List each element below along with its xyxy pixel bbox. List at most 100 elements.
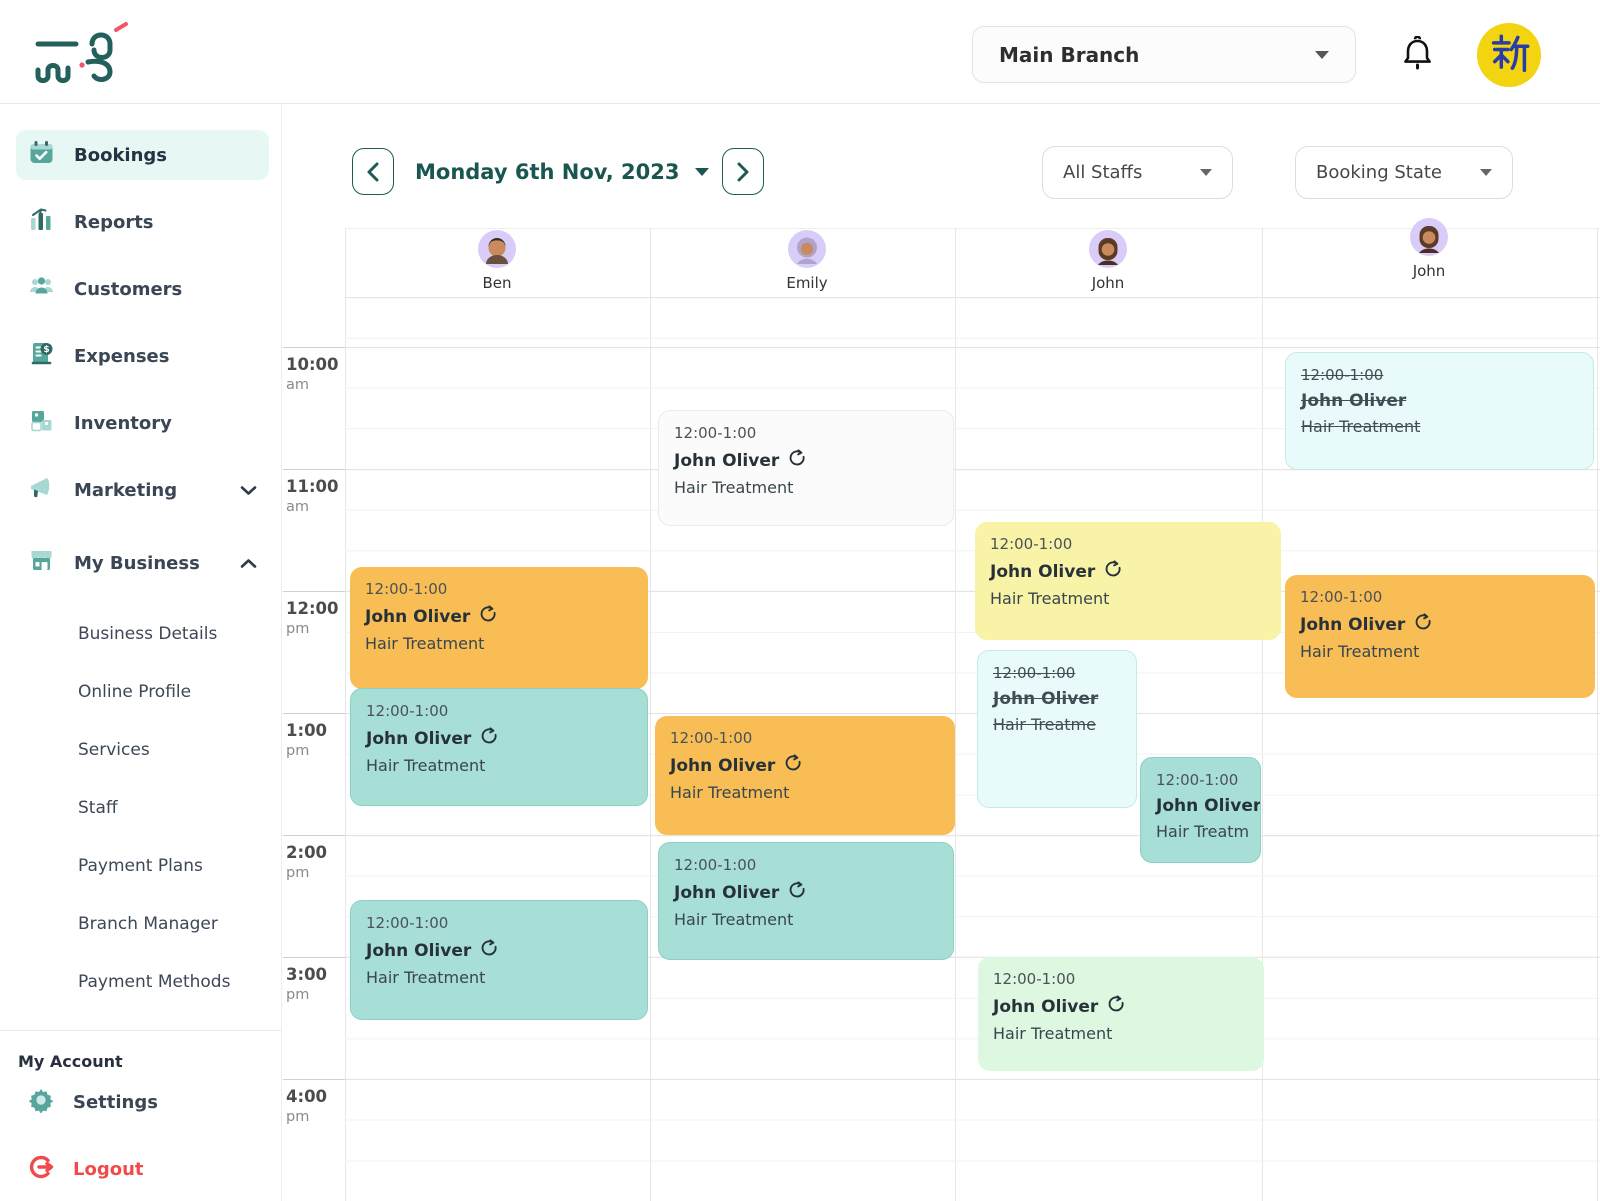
- hour-tick: [283, 1079, 345, 1080]
- sidebar-item-label: Customers: [74, 278, 183, 300]
- staff-avatar-icon: [788, 230, 826, 272]
- calendar-grid: 12:00-1:00 John Oliver Hair Treatment 12:00…: [345, 297, 1600, 1201]
- next-day-button[interactable]: [722, 148, 764, 195]
- booking-event[interactable]: 12:00-1:00 John Oliver Hair Treatment: [655, 716, 955, 835]
- event-time: 12:00-1:00: [1156, 771, 1239, 789]
- sidebar-subitem-staff[interactable]: Staff: [78, 798, 118, 818]
- booking-event[interactable]: 12:00-1:00 John Oliver Hair Treatment: [350, 567, 648, 689]
- date-picker[interactable]: Monday 6th Nov, 2023: [415, 148, 710, 195]
- booking-event[interactable]: 12:00-1:00 John Oliver Hair Treatment: [975, 522, 1281, 640]
- logout-label: Logout: [73, 1158, 144, 1180]
- booking-event[interactable]: 12:00-1:00 John Oliver Hair Treatment: [350, 688, 648, 806]
- boxes-icon: [28, 407, 55, 439]
- sidebar-item-inventory[interactable]: Inventory: [16, 398, 269, 448]
- user-avatar[interactable]: [1477, 23, 1541, 87]
- time-period-label: pm: [286, 865, 310, 881]
- event-customer-name: John Oliver: [366, 939, 632, 962]
- event-service: Hair Treatment: [674, 910, 794, 929]
- event-customer-name: John Oliver: [993, 689, 1121, 709]
- event-customer-name-text: John Oliver: [670, 755, 776, 776]
- gear-icon: [28, 1087, 54, 1118]
- event-customer-name: John Oliver: [674, 881, 938, 904]
- sidebar-item-customers[interactable]: Customers: [16, 264, 269, 314]
- recurring-icon: [784, 754, 802, 777]
- time-label: 2:00: [286, 843, 328, 862]
- recurring-icon: [788, 881, 806, 904]
- event-time: 12:00-1:00: [1300, 588, 1383, 606]
- event-customer-name: John Oliver: [1301, 391, 1578, 411]
- hour-tick: [283, 591, 345, 592]
- sidebar-item-marketing[interactable]: Marketing: [16, 465, 269, 515]
- receipt-icon: $: [28, 340, 55, 372]
- booking-state-value: Booking State: [1316, 162, 1442, 183]
- event-time: 12:00-1:00: [990, 535, 1073, 553]
- chevron-down-icon: [695, 167, 710, 176]
- sidebar-item-label: My Business: [74, 552, 200, 574]
- booking-event-cancelled[interactable]: 12:00-1:00 John Oliver Hair Treatment: [1285, 352, 1594, 470]
- chevron-down-icon: [1315, 50, 1329, 59]
- calendar-main: Monday 6th Nov, 2023 All Staffs Booking …: [282, 103, 1600, 1201]
- booking-event[interactable]: 12:00-1:00 John Oliver Hair Treatment: [1285, 575, 1595, 698]
- time-label: 3:00: [286, 965, 328, 984]
- chevron-down-icon: [1480, 169, 1492, 176]
- time-period-label: am: [286, 377, 310, 393]
- branch-selector[interactable]: Main Branch: [972, 26, 1356, 83]
- booking-event-cancelled[interactable]: 12:00-1:00 John Oliver Hair Treatme: [977, 650, 1137, 808]
- hour-tick: [283, 835, 345, 836]
- sidebar-item-logout[interactable]: Logout: [16, 1144, 269, 1194]
- time-gutter: 10:00 am 11:00 am 12:00 pm 1:00 pm 2:00 pm 3:00 pm 4…: [282, 297, 345, 1201]
- time-period-label: pm: [286, 987, 310, 1003]
- my-account-label: My Account: [18, 1052, 123, 1071]
- sidebar-item-reports[interactable]: Reports: [16, 197, 269, 247]
- sidebar-item-label: Expenses: [74, 345, 170, 367]
- sidebar-subitem-online-profile[interactable]: Online Profile: [78, 682, 192, 702]
- store-icon: [28, 547, 55, 579]
- recurring-icon: [788, 449, 806, 472]
- event-customer-name-text: John Oliver: [990, 561, 1096, 582]
- event-customer-name: John Oliver: [993, 995, 1249, 1018]
- event-service: Hair Treatment: [366, 968, 486, 987]
- sidebar-item-expenses[interactable]: $ Expenses: [16, 331, 269, 381]
- sidebar-nav: Bookings Reports Customers $ Expenses Invento…: [0, 103, 281, 588]
- sidebar-divider: [0, 1030, 281, 1031]
- event-service: Hair Treatment: [674, 478, 794, 497]
- svg-text:$: $: [43, 345, 49, 355]
- booking-event[interactable]: 12:00-1:00 John Oliver Hair Treatm: [1140, 757, 1261, 863]
- sidebar-subitem-payment-methods[interactable]: Payment Methods: [78, 972, 231, 992]
- event-customer-name: John Oliver: [990, 560, 1266, 583]
- staff-filter-dropdown[interactable]: All Staffs: [1042, 146, 1233, 199]
- event-service: Hair Treatment: [990, 589, 1110, 608]
- sidebar-subitem-branch-manager[interactable]: Branch Manager: [78, 914, 218, 934]
- staff-filter-value: All Staffs: [1063, 162, 1143, 183]
- sidebar-item-label: Bookings: [74, 144, 168, 166]
- previous-day-button[interactable]: [352, 148, 394, 195]
- event-customer-name-text: John Oliver: [366, 728, 472, 749]
- branch-selector-value: Main Branch: [999, 42, 1140, 67]
- sidebar-item-label: Marketing: [74, 479, 178, 501]
- hour-tick: [283, 713, 345, 714]
- event-customer-name: John Oliver: [365, 605, 633, 628]
- event-customer-name: John Oliver: [674, 449, 938, 472]
- booking-event[interactable]: 12:00-1:00 John Oliver Hair Treatment: [350, 900, 648, 1020]
- sidebar-subitem-business-details[interactable]: Business Details: [78, 624, 218, 644]
- sidebar-item-my-business[interactable]: My Business: [16, 538, 269, 588]
- sidebar-subitem-payment-plans[interactable]: Payment Plans: [78, 856, 203, 876]
- time-label: 11:00: [286, 477, 339, 496]
- settings-label: Settings: [73, 1091, 158, 1113]
- sidebar-item-bookings[interactable]: Bookings: [16, 130, 269, 180]
- sidebar-subitem-services[interactable]: Services: [78, 740, 150, 760]
- booking-event[interactable]: 12:00-1:00 John Oliver Hair Treatment: [658, 842, 954, 960]
- event-service: Hair Treatment: [993, 1024, 1113, 1043]
- event-customer-name-text: John Oliver: [674, 450, 780, 471]
- chevron-down-icon: [1200, 169, 1212, 176]
- staff-column-header-john-3: John: [1369, 218, 1489, 280]
- event-service: Hair Treatment: [670, 783, 790, 802]
- booking-state-dropdown[interactable]: Booking State: [1295, 146, 1513, 199]
- sidebar-item-settings[interactable]: Settings: [16, 1077, 269, 1127]
- booking-event[interactable]: 12:00-1:00 John Oliver Hair Treatment: [978, 957, 1264, 1071]
- megaphone-icon: [28, 474, 55, 506]
- notifications-bell-icon[interactable]: [1401, 35, 1434, 76]
- staff-column-header-john-2: John: [1048, 230, 1168, 292]
- booking-event[interactable]: 12:00-1:00 John Oliver Hair Treatment: [658, 410, 954, 526]
- staff-name: Ben: [482, 274, 512, 292]
